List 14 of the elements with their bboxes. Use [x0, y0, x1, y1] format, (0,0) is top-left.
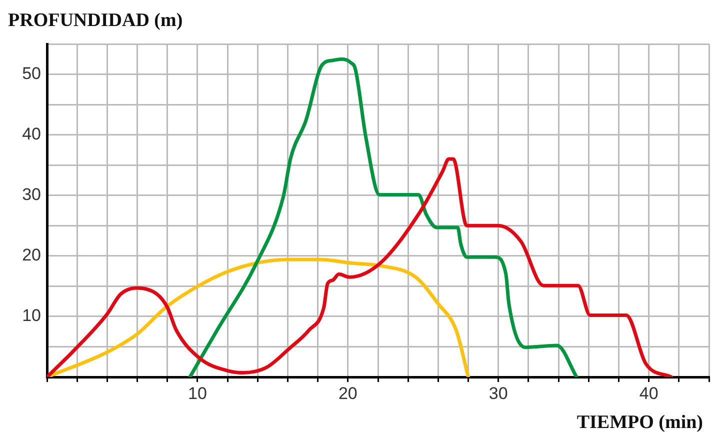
x-axis-title: TIEMPO (min) [576, 412, 703, 434]
x-tick-label: 40 [639, 384, 658, 403]
line-series [47, 157, 674, 377]
x-tick-label: 10 [188, 384, 207, 403]
line-series [188, 57, 578, 377]
y-tick-label: 40 [22, 124, 41, 144]
line-series [47, 258, 470, 377]
y-tick-label: 20 [22, 246, 41, 265]
x-tick-label: 30 [488, 384, 508, 403]
y-tick-label: 10 [22, 306, 41, 326]
y-tick-label: 50 [22, 64, 41, 83]
y-tick-label: 30 [22, 185, 41, 204]
x-tick-label: 20 [338, 384, 358, 403]
y-axis-title: PROFUNDIDAD (m) [8, 10, 183, 32]
